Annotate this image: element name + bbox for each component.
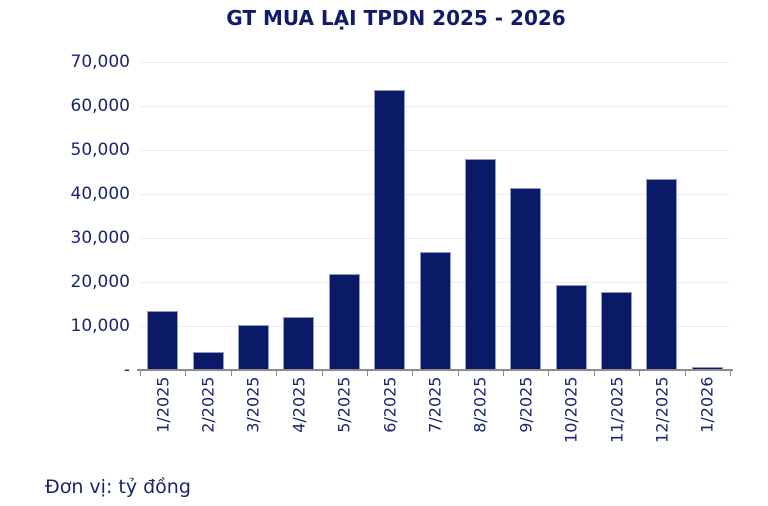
bar	[465, 159, 496, 370]
bar	[601, 292, 632, 370]
bar	[238, 325, 269, 370]
x-axis-tick	[594, 371, 595, 376]
y-tick-label: -	[123, 360, 130, 380]
bar	[556, 285, 587, 370]
gridline	[140, 150, 730, 151]
bar	[692, 367, 723, 370]
x-tick-label: 7/2025	[425, 376, 445, 433]
gridline	[140, 238, 730, 239]
y-tick-label: 60,000	[70, 96, 130, 116]
gridline	[140, 62, 730, 63]
x-axis-tick	[140, 371, 141, 376]
x-axis-tick	[367, 371, 368, 376]
bar	[374, 90, 405, 370]
x-tick-label: 10/2025	[561, 376, 581, 443]
x-tick-label: 8/2025	[470, 376, 490, 433]
x-tick-label: 2/2025	[198, 376, 218, 433]
x-axis-line	[137, 369, 733, 371]
x-axis-tick	[276, 371, 277, 376]
y-tick-label: 50,000	[70, 140, 130, 160]
x-axis-tick	[503, 371, 504, 376]
x-axis-tick	[412, 371, 413, 376]
x-tick-label: 1/2025	[153, 376, 173, 433]
x-tick-label: 6/2025	[380, 376, 400, 433]
x-axis-tick	[685, 371, 686, 376]
x-axis-tick	[548, 371, 549, 376]
y-tick-label: 10,000	[70, 316, 130, 336]
y-tick-label: 40,000	[70, 184, 130, 204]
gridline	[140, 106, 730, 107]
bar	[147, 311, 178, 370]
y-tick-label: 30,000	[70, 228, 130, 248]
unit-note: Đơn vị: tỷ đồng	[45, 476, 191, 498]
bar	[193, 352, 224, 370]
x-axis-tick	[231, 371, 232, 376]
chart-title: GT MUA LẠI TPDN 2025 - 2026	[226, 6, 566, 30]
bar	[510, 188, 541, 370]
x-axis-tick	[322, 371, 323, 376]
x-axis-tick	[639, 371, 640, 376]
gridline	[140, 194, 730, 195]
x-axis-tick	[730, 371, 731, 376]
x-tick-label: 4/2025	[289, 376, 309, 433]
bar	[283, 317, 314, 370]
x-tick-label: 1/2026	[697, 376, 717, 433]
y-tick-label: 70,000	[70, 52, 130, 72]
bar	[646, 179, 677, 370]
bar	[420, 252, 451, 370]
bar	[329, 274, 360, 370]
y-tick-label: 20,000	[70, 272, 130, 292]
x-tick-label: 3/2025	[243, 376, 263, 433]
x-axis-tick	[185, 371, 186, 376]
x-tick-label: 12/2025	[652, 376, 672, 443]
x-tick-label: 11/2025	[607, 376, 627, 443]
x-tick-label: 5/2025	[334, 376, 354, 433]
x-tick-label: 9/2025	[516, 376, 536, 433]
x-axis-tick	[458, 371, 459, 376]
